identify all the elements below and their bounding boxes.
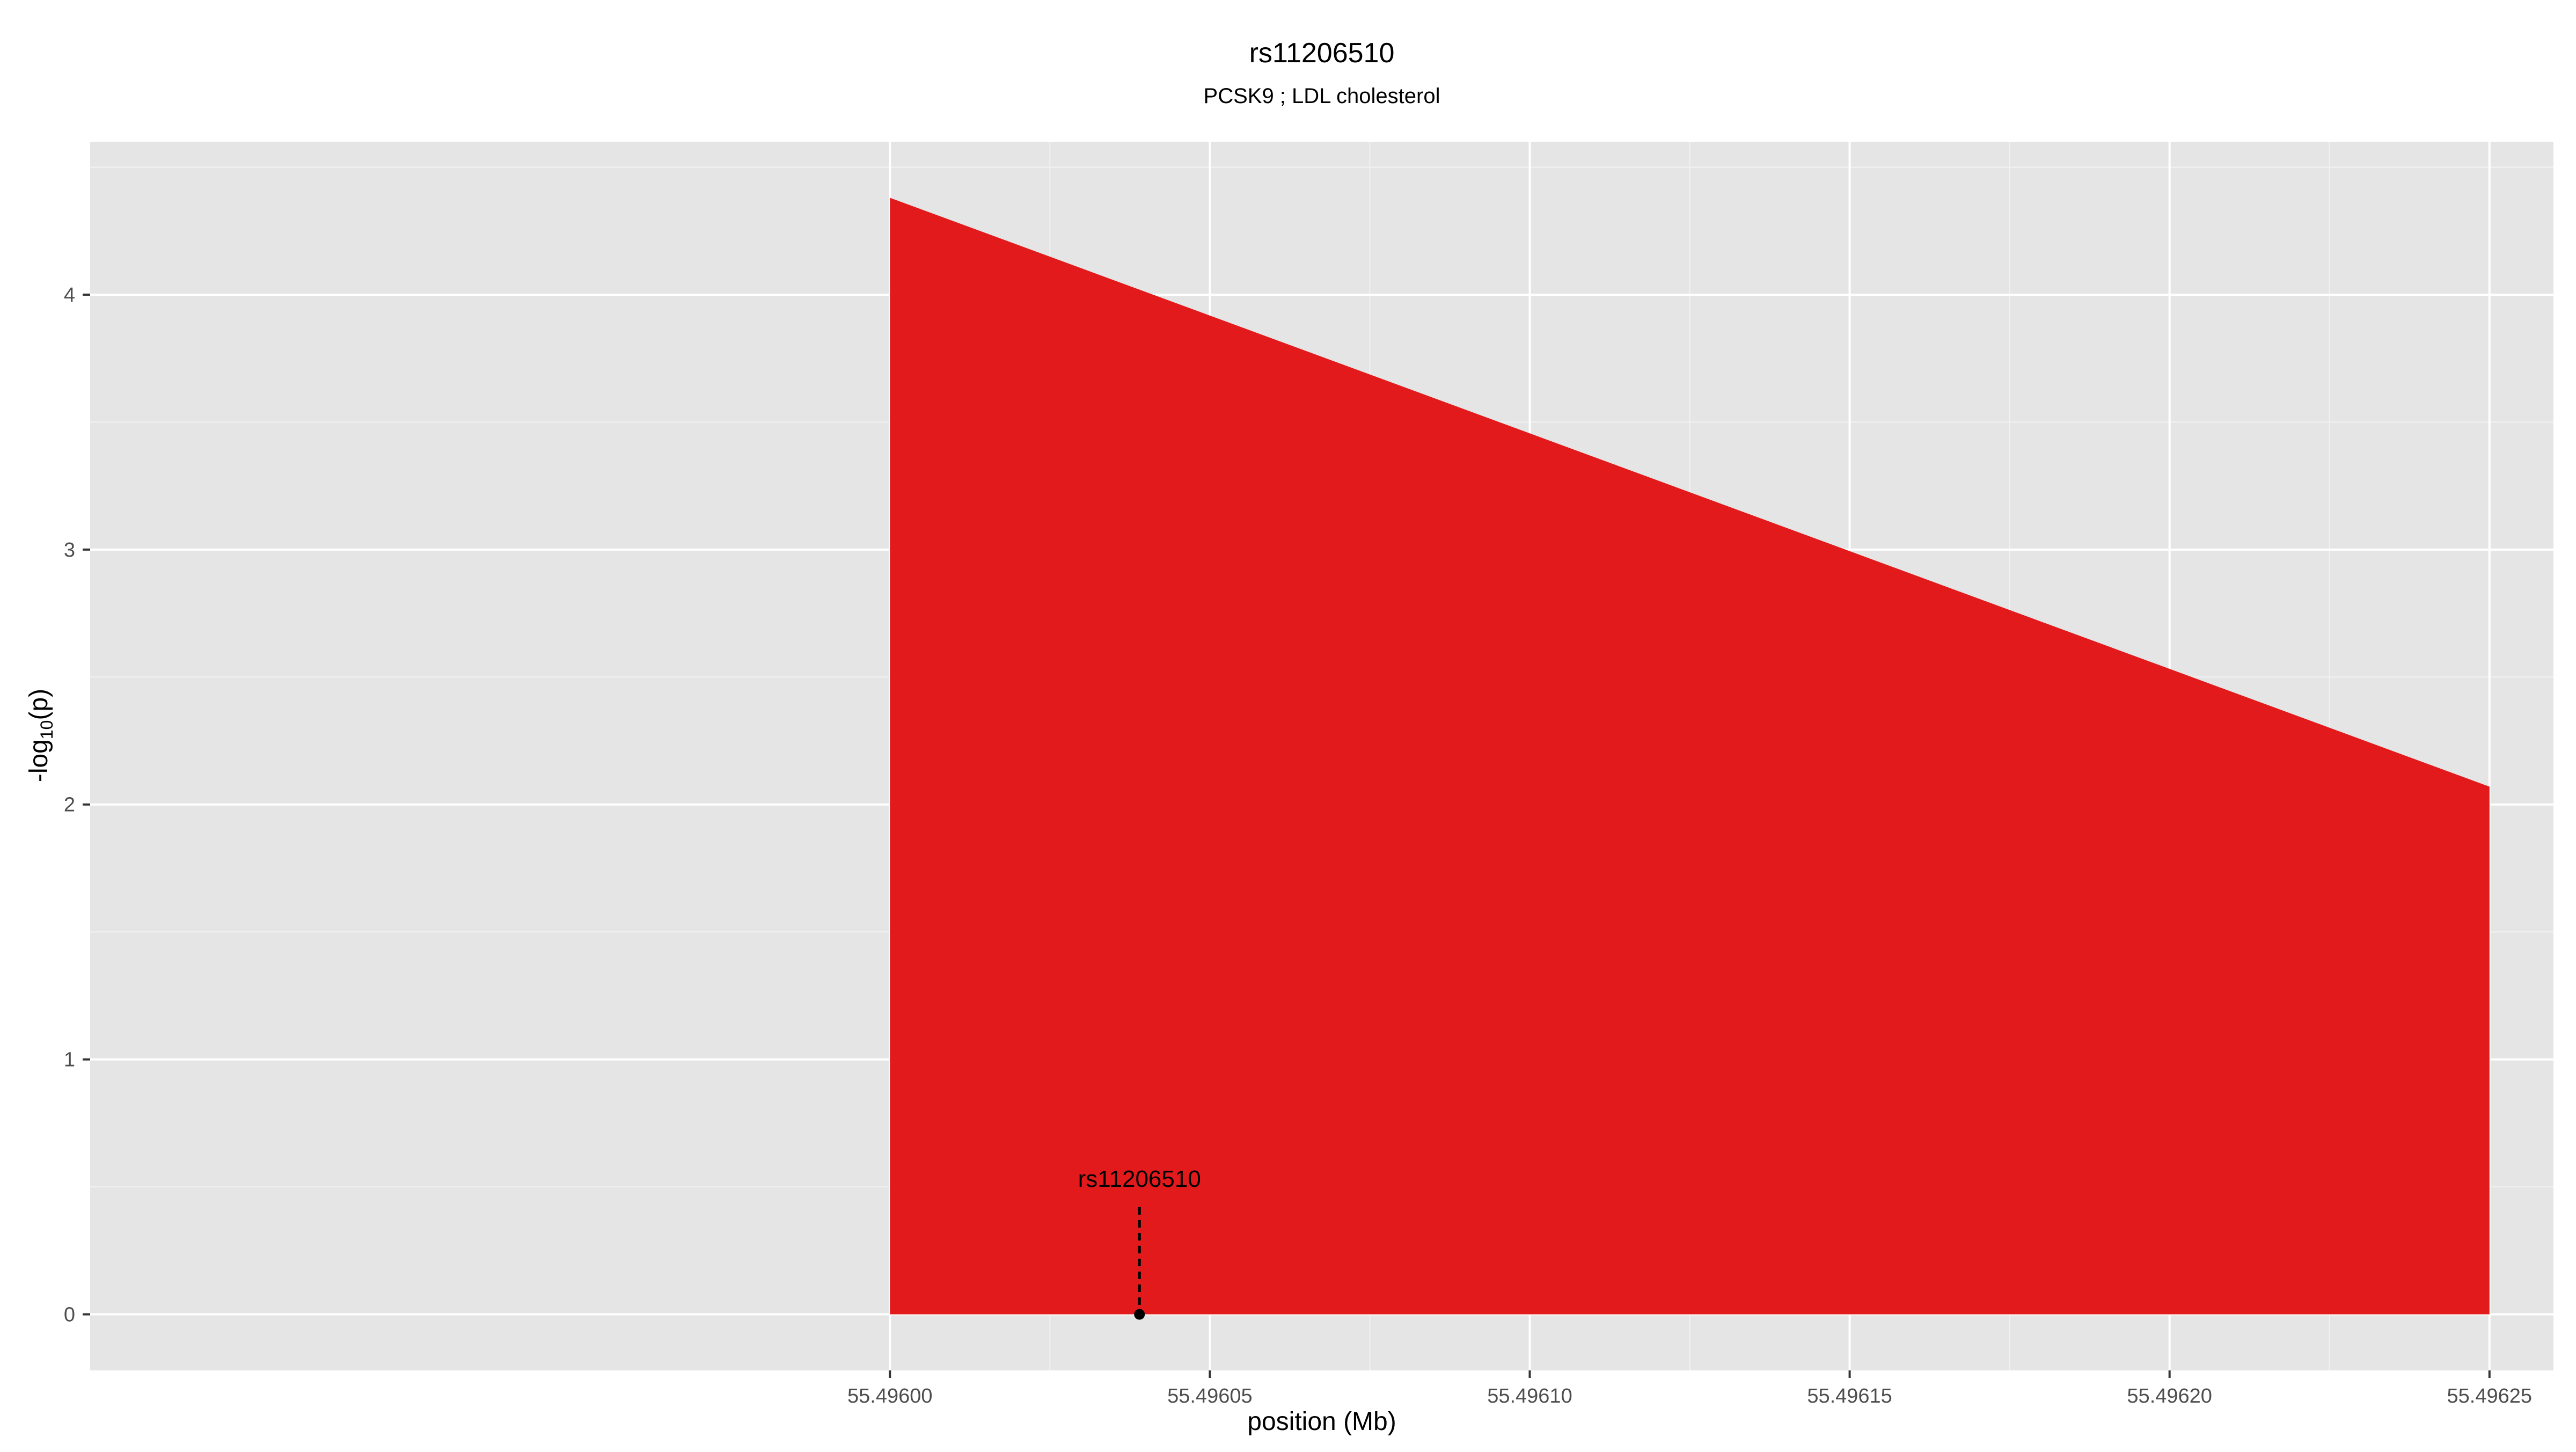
snp-marker-point: [1134, 1309, 1145, 1320]
y-axis-label-tail: (p): [25, 689, 53, 720]
y-axis: 0 1 2 3 4: [64, 284, 90, 1326]
y-tick-label: 2: [64, 794, 75, 816]
x-tick-label: 55.49615: [1807, 1385, 1892, 1407]
y-tick-label: 0: [64, 1304, 75, 1326]
x-tick-label: 55.49610: [1487, 1385, 1572, 1407]
x-tick-label: 55.49625: [2447, 1385, 2533, 1407]
chart-subtitle: PCSK9 ; LDL cholesterol: [1204, 84, 1440, 108]
chart-title: rs11206510: [1249, 38, 1395, 69]
y-axis-label: -log10(p): [25, 689, 56, 782]
x-axis: 55.49600 55.49605 55.49610 55.49615 55.49620…: [847, 1370, 2532, 1407]
series-layer: [890, 198, 2490, 1315]
area-series: [890, 198, 2490, 1315]
x-axis-label: position (Mb): [1247, 1407, 1396, 1436]
y-tick-label: 3: [64, 539, 75, 561]
x-tick-label: 55.49600: [847, 1385, 933, 1407]
snp-marker-label: rs11206510: [1078, 1166, 1201, 1192]
y-axis-label-subscript: 10: [37, 720, 56, 740]
annotation-layer: rs11206510: [1078, 1166, 1201, 1320]
y-tick-label: 4: [64, 284, 75, 307]
x-tick-label: 55.49620: [2127, 1385, 2212, 1407]
y-axis-label-main: -log: [25, 739, 53, 782]
x-tick-label: 55.49605: [1167, 1385, 1253, 1407]
y-tick-label: 1: [64, 1049, 75, 1071]
